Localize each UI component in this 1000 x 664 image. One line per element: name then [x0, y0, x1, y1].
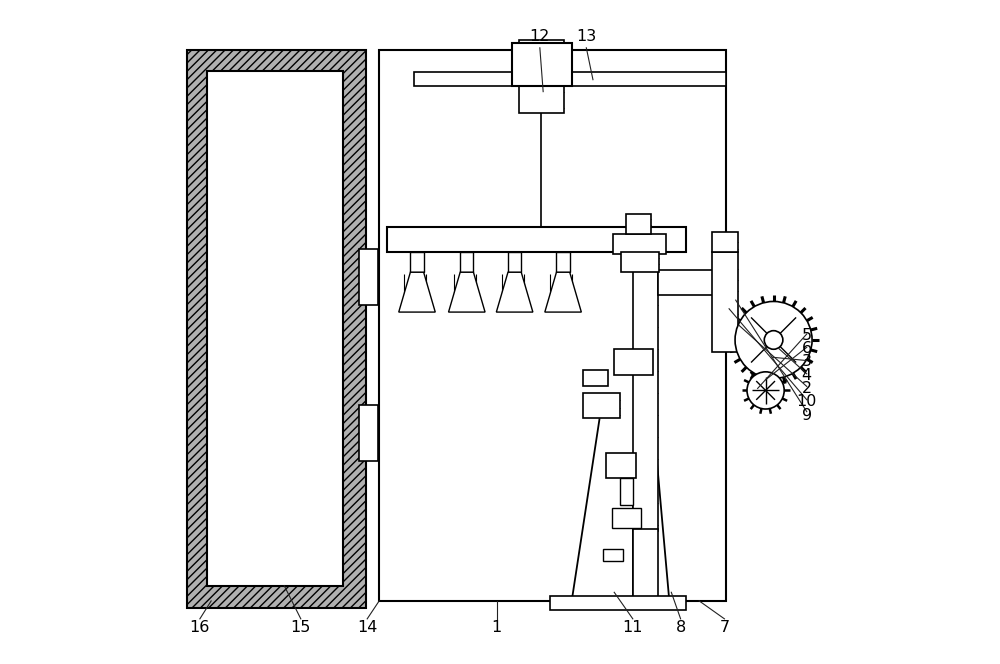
Text: 13: 13: [576, 29, 596, 44]
Bar: [359, 249, 378, 305]
Bar: [387, 227, 686, 252]
Bar: [620, 478, 633, 505]
Bar: [613, 234, 666, 254]
Circle shape: [764, 331, 783, 349]
Bar: [712, 252, 738, 352]
Text: 6: 6: [802, 341, 812, 356]
Text: 10: 10: [797, 394, 817, 409]
Bar: [508, 252, 521, 272]
Bar: [187, 50, 366, 608]
Circle shape: [735, 301, 812, 378]
Bar: [658, 270, 731, 295]
Bar: [606, 453, 636, 478]
Bar: [621, 252, 659, 272]
Text: 8: 8: [675, 620, 686, 635]
Bar: [550, 596, 686, 610]
Bar: [583, 370, 608, 386]
Bar: [626, 214, 651, 234]
Polygon shape: [496, 272, 533, 312]
Bar: [414, 72, 726, 86]
Text: 1: 1: [492, 620, 502, 635]
Circle shape: [747, 372, 784, 409]
Text: 3: 3: [802, 355, 812, 369]
Text: 4: 4: [802, 368, 812, 382]
Bar: [712, 232, 738, 252]
Bar: [512, 43, 572, 86]
Bar: [460, 252, 473, 272]
Bar: [633, 252, 658, 531]
Bar: [633, 529, 658, 601]
Polygon shape: [449, 272, 485, 312]
Text: 11: 11: [623, 620, 643, 635]
Text: 12: 12: [530, 29, 550, 44]
Bar: [614, 349, 653, 375]
Bar: [556, 252, 570, 272]
Bar: [359, 405, 378, 461]
Text: 14: 14: [357, 620, 377, 635]
Text: 15: 15: [291, 620, 311, 635]
Bar: [410, 252, 424, 272]
Polygon shape: [545, 272, 581, 312]
Bar: [583, 393, 620, 418]
Bar: [612, 508, 641, 528]
Text: 9: 9: [802, 408, 812, 422]
Text: 2: 2: [802, 381, 812, 396]
Polygon shape: [399, 272, 435, 312]
Text: 7: 7: [719, 620, 729, 635]
Bar: [603, 549, 623, 561]
Bar: [207, 71, 343, 586]
Text: 5: 5: [802, 328, 812, 343]
Bar: [379, 50, 726, 601]
Text: 16: 16: [190, 620, 210, 635]
Bar: [519, 40, 564, 113]
